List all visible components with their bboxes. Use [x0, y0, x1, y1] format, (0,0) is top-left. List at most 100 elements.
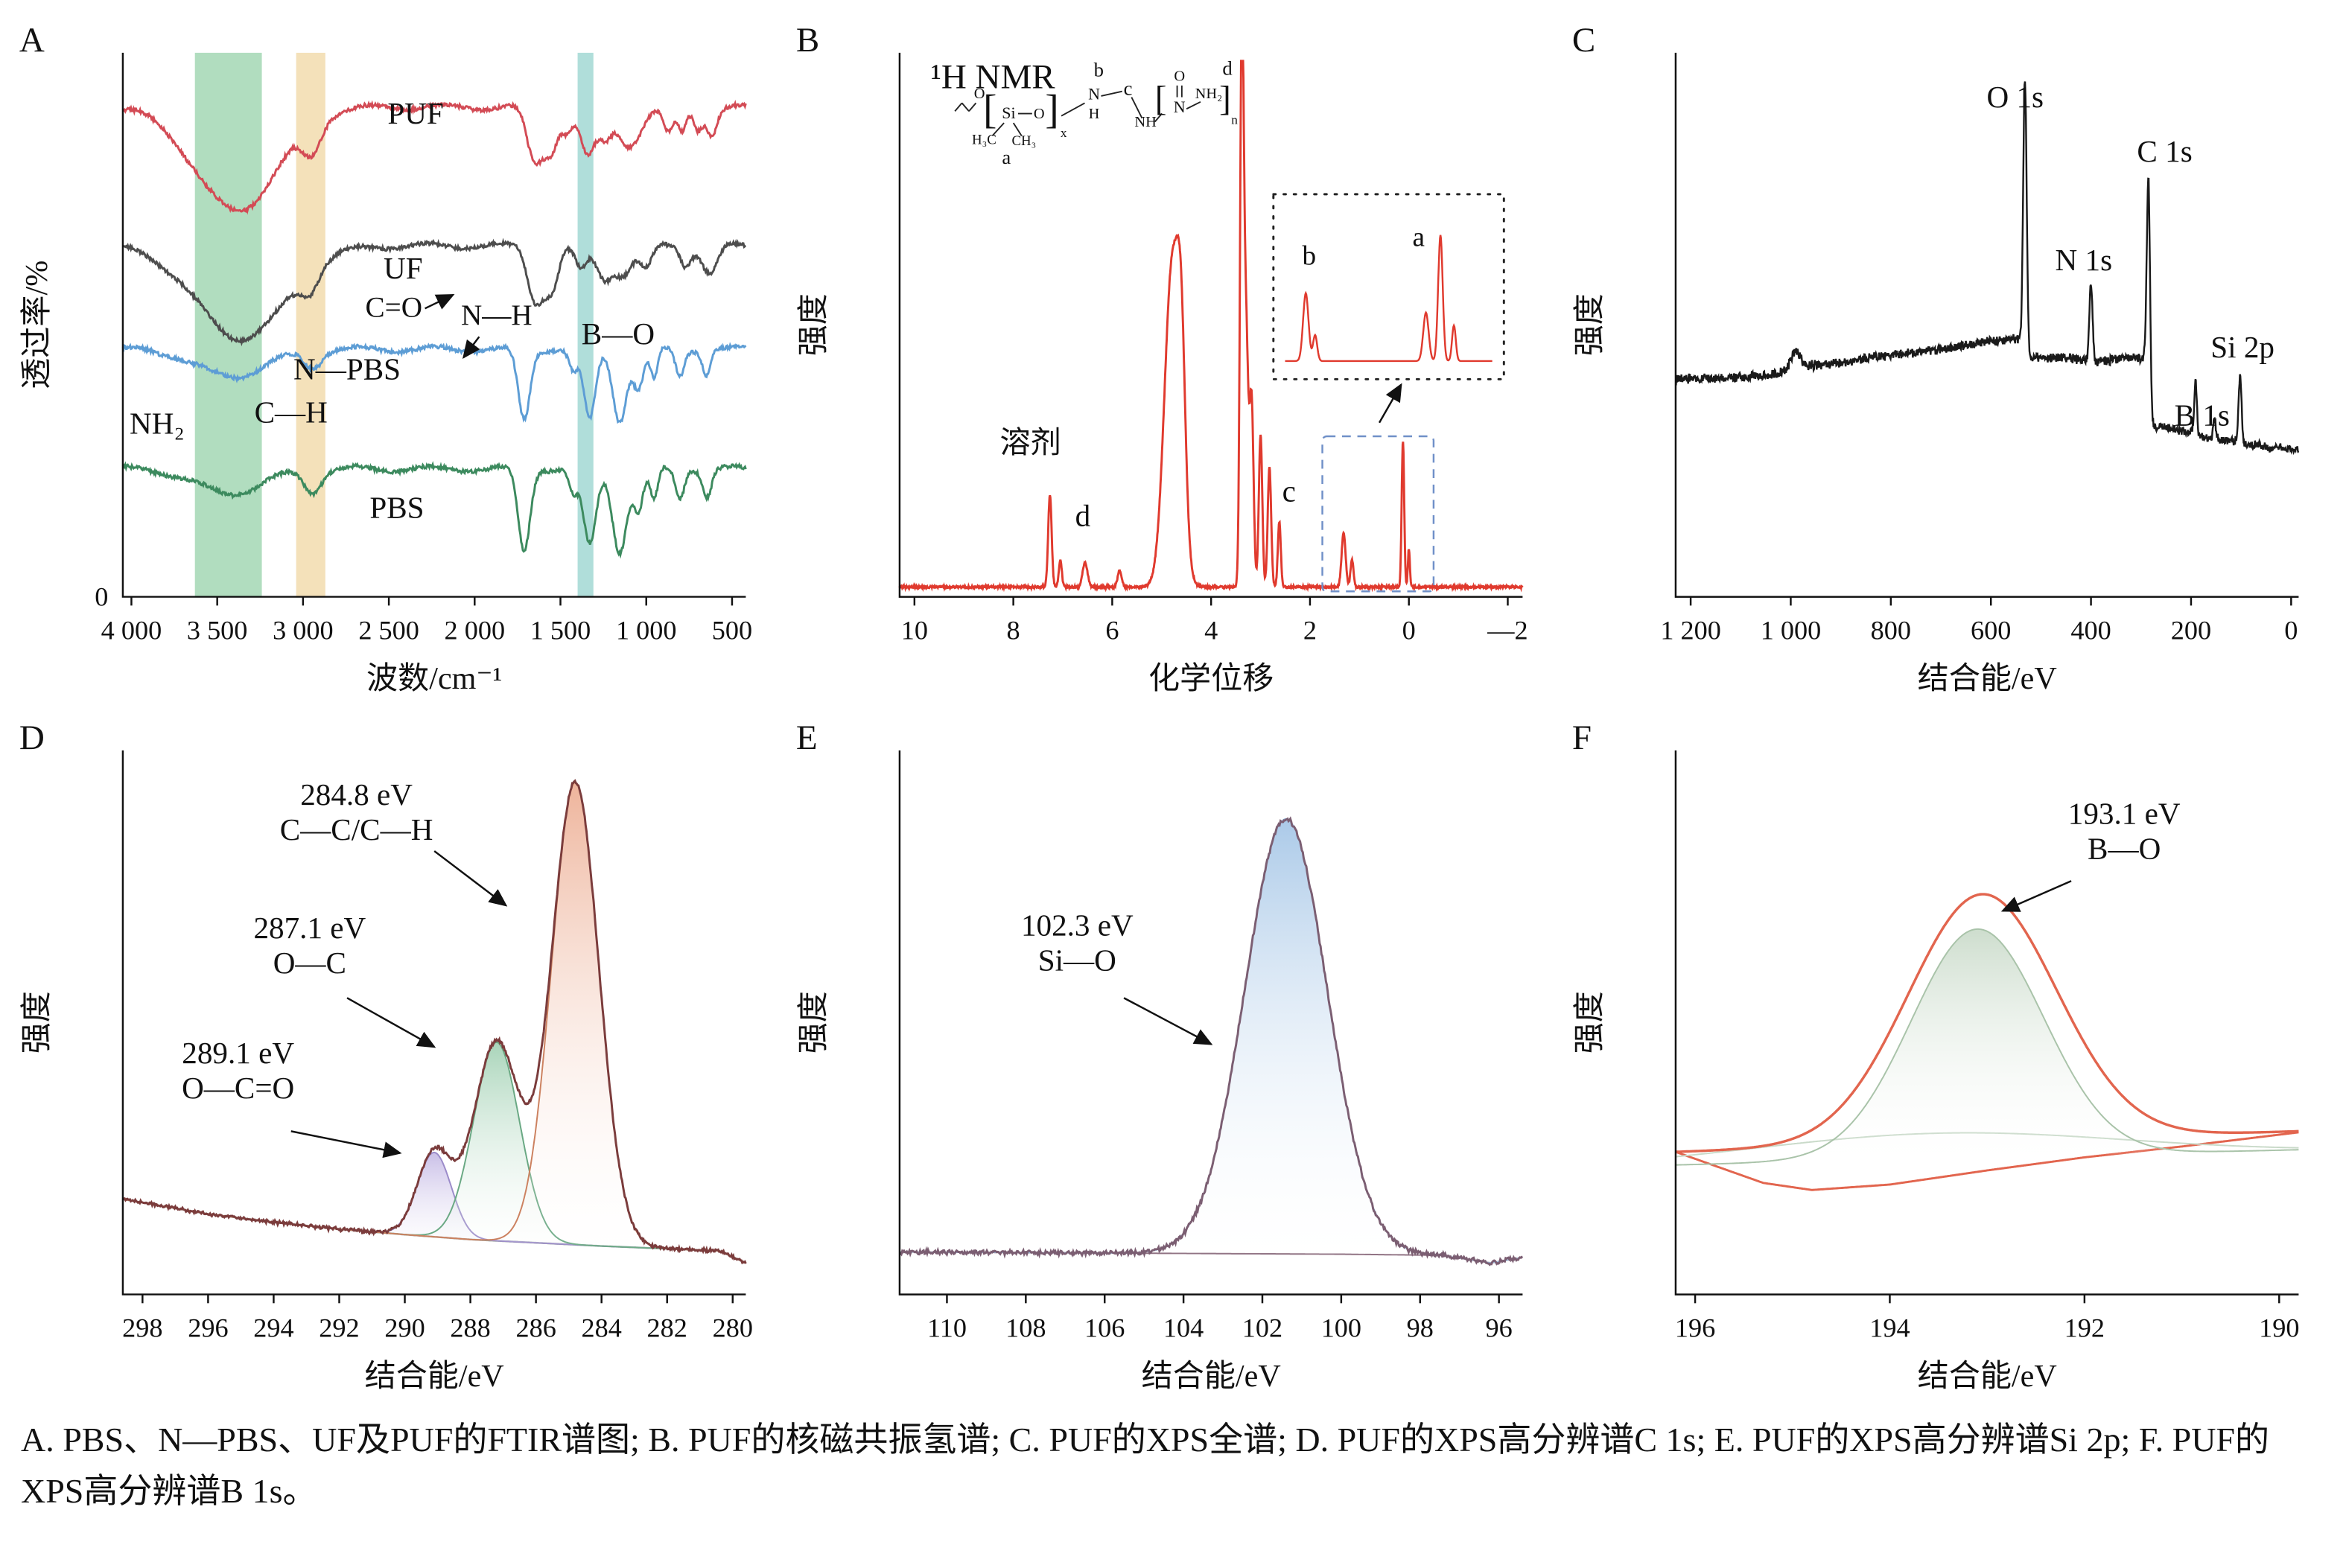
annotation-arrow-2: [290, 1129, 402, 1158]
panel-grid: 4 000 3 500 3 000 2 500 2 000 1 500 1 000 500 0 透…: [13, 13, 2325, 1403]
axes: [1675, 52, 2299, 598]
y-axis-label: 透过率/%: [19, 261, 54, 389]
ftir-curve-PBS: [121, 461, 747, 559]
x-tick-label: 1 200: [1661, 615, 1722, 645]
label-0: O 1s: [1987, 80, 2044, 114]
x-tick-label: 600: [1971, 615, 2011, 645]
svg-text:]: ]: [1045, 86, 1058, 132]
x-tick-label: 2 000: [445, 615, 506, 645]
inset-arrow: [1378, 383, 1402, 424]
x-axis-label: 结合能/eV: [1141, 1359, 1280, 1394]
x-tick-label: 98: [1406, 1313, 1433, 1342]
label-3: PBS: [369, 491, 424, 525]
svg-text:NH₂: NH₂: [1195, 86, 1222, 102]
label-2: N—PBS: [293, 351, 401, 386]
svg-text:N: N: [1173, 98, 1185, 116]
x-tick-label: 196: [1675, 1313, 1715, 1342]
annotation-0: 284.8 eV C—C/C—H: [280, 777, 433, 846]
svg-text:c: c: [1123, 77, 1132, 99]
y-axis-label: 强度: [1572, 991, 1607, 1054]
x-tick-label: 96: [1485, 1313, 1512, 1342]
label-1: C 1s: [2137, 134, 2193, 168]
panel-letter-B: B: [795, 21, 818, 60]
x-tick-label: 800: [1871, 615, 1911, 645]
panel-d-xps-c1s: 298 296 294 292 290 288 286 284 282 280 强度 结合能/eV D 2…: [13, 711, 772, 1404]
x-axis-label: 波数/cm⁻¹: [366, 661, 502, 696]
x-tick-label: 290: [384, 1313, 425, 1342]
zoom-region-box: [1320, 435, 1434, 593]
axes: [121, 750, 746, 1295]
x-tick-label: 296: [188, 1313, 228, 1342]
label-5: C—H: [255, 395, 328, 430]
x-axis-label: 结合能/eV: [1918, 1359, 2057, 1394]
label-4: NH₂: [130, 406, 185, 440]
panel-f-xps-b1s: 196 194 192 190 强度 结合能/eV F 193.1 eV B—O: [1566, 711, 2325, 1404]
x-tick-label: 4 000: [101, 615, 162, 645]
y-axis-label: 强度: [1572, 293, 1607, 356]
axes: [1675, 750, 2299, 1295]
x-tick-label: 100: [1320, 1313, 1361, 1342]
x-tick-label: 106: [1084, 1313, 1125, 1342]
inset-trace: [1285, 235, 1493, 363]
label-6: B—O: [582, 316, 655, 351]
label-1: 溶剂: [999, 425, 1061, 459]
svg-text:NH: NH: [1134, 114, 1157, 130]
comp-si-o-fill: [899, 818, 1523, 1263]
svg-text:O: O: [1174, 68, 1185, 85]
inset-label-1: a: [1412, 222, 1425, 252]
axes: [898, 52, 1523, 598]
x-tick-label: 8: [1006, 615, 1020, 645]
x-tick-label: 104: [1163, 1313, 1204, 1342]
x-tick-label: 400: [2071, 615, 2111, 645]
x-tick-label: 3 500: [187, 615, 248, 645]
annotation-0: C=O: [366, 291, 422, 323]
y-axis-label: 强度: [796, 293, 831, 356]
panel-letter-C: C: [1572, 21, 1595, 60]
svg-text:d: d: [1222, 57, 1233, 80]
highlight-band-0: [194, 52, 262, 597]
x-tick-label: 298: [122, 1313, 162, 1342]
x-tick-label: 280: [713, 1313, 753, 1342]
annotation-0: 193.1 eV B—O: [2068, 796, 2181, 865]
panel-letter-F: F: [1572, 718, 1592, 756]
label-0: PUF: [387, 96, 443, 130]
figure-page: 4 000 3 500 3 000 2 500 2 000 1 500 1 000 500 0 透…: [13, 13, 2325, 1511]
annotation-arrow-0: [425, 293, 455, 310]
panel-A-chart: 4 000 3 500 3 000 2 500 2 000 1 500 1 000 500 0 透…: [19, 21, 752, 696]
svg-text:x: x: [1061, 126, 1067, 140]
svg-text:a: a: [1002, 146, 1011, 168]
x-tick-label: 1 000: [1761, 615, 1822, 645]
svg-text:n: n: [1231, 113, 1238, 127]
x-tick-label: 284: [582, 1313, 622, 1342]
envelope: [1676, 892, 2299, 1153]
x-tick-label: 500: [712, 615, 752, 645]
label-3: Si 2p: [2211, 330, 2275, 364]
x-axis-label: 结合能/eV: [365, 1359, 504, 1394]
inset-label-0: b: [1302, 240, 1316, 271]
figure-caption: A. PBS、N—PBS、UF及PUF的FTIR谱图; B. PUF的核磁共振氢…: [21, 1421, 2270, 1511]
y-axis-label: 强度: [19, 991, 54, 1054]
annotation-arrow-1: [346, 996, 436, 1048]
x-tick-label: 1 500: [530, 615, 591, 645]
label-3: c: [1282, 474, 1295, 509]
label-2: N 1s: [2056, 243, 2113, 277]
annotation-arrow-0: [1123, 996, 1212, 1045]
x-tick-label: 6: [1105, 615, 1119, 645]
annotation-1: 287.1 eV O—C: [253, 910, 366, 979]
x-axis-label: 结合能/eV: [1918, 661, 2057, 696]
x-tick-label: 294: [253, 1313, 293, 1342]
svg-text:b: b: [1093, 58, 1103, 80]
annotation-arrow-1: [462, 336, 480, 360]
svg-text:]: ]: [1219, 80, 1231, 118]
x-tick-label: 4: [1204, 615, 1218, 645]
comp-b-o: [1676, 928, 2299, 1166]
ftir-curve-PUF: [121, 99, 747, 215]
label-4: B 1s: [2175, 398, 2230, 432]
x-tick-label: 2: [1303, 615, 1317, 645]
x-tick-label: 194: [1870, 1313, 1910, 1342]
svg-text:H₃C: H₃C: [972, 132, 996, 147]
x-tick-label: 190: [2259, 1313, 2299, 1342]
